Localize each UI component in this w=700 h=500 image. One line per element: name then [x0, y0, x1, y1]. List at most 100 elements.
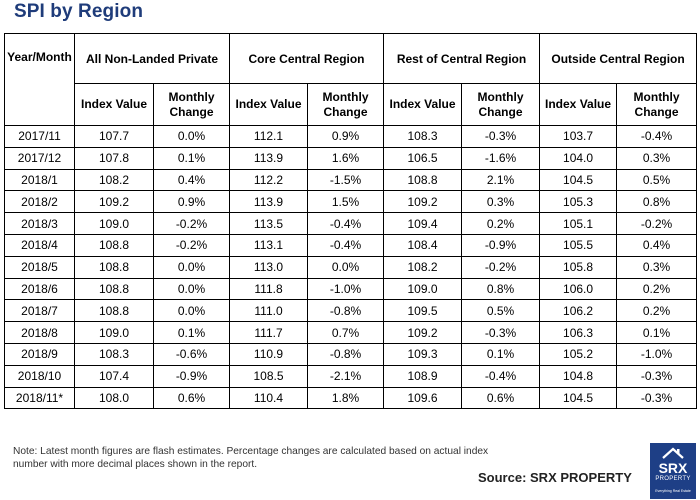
- month-cell: 2018/4: [4, 233, 75, 257]
- monthly-change-cell: -0.2%: [153, 233, 230, 257]
- monthly-change-cell: 0.0%: [153, 125, 230, 148]
- index-value-cell: 109.0: [74, 212, 154, 235]
- monthly-change-header: Monthly Change: [616, 83, 698, 126]
- monthly-change-cell: -0.3%: [461, 125, 541, 148]
- index-value-cell: 108.4: [383, 233, 463, 257]
- table-row: 2017/11 107.7 0.0% 112.1 0.9% 108.3 -0.3% 103.7…: [4, 125, 698, 148]
- monthly-change-cell: -0.9%: [153, 364, 230, 388]
- group-header: Outside Central Region: [539, 33, 698, 84]
- monthly-change-cell: 0.5%: [616, 168, 698, 192]
- index-value-cell: 107.8: [74, 146, 154, 170]
- index-value-cell: 107.4: [74, 364, 154, 388]
- monthly-change-cell: 0.0%: [153, 299, 230, 323]
- footnote: Note: Latest month figures are flash est…: [13, 446, 489, 470]
- index-value-cell: 108.8: [74, 299, 154, 323]
- monthly-change-cell: -2.1%: [306, 364, 385, 388]
- index-value-cell: 108.8: [383, 168, 463, 192]
- index-value-header: Index Value: [539, 83, 618, 126]
- logo-text: SRX: [658, 460, 688, 476]
- index-value-cell: 104.5: [539, 386, 618, 410]
- index-value-cell: 108.5: [229, 364, 308, 388]
- month-cell: 2017/11: [4, 125, 75, 148]
- monthly-change-cell: 0.0%: [306, 255, 385, 279]
- index-value-cell: 108.2: [74, 168, 154, 192]
- spi-table-body: 2017/11 107.7 0.0% 112.1 0.9% 108.3 -0.3% 103.7…: [4, 125, 698, 410]
- monthly-change-header: Monthly Change: [153, 83, 230, 126]
- monthly-change-cell: 1.5%: [306, 190, 385, 214]
- index-value-cell: 104.8: [539, 364, 618, 388]
- monthly-change-header: Monthly Change: [306, 83, 385, 126]
- index-value-cell: 107.7: [74, 125, 154, 148]
- monthly-change-cell: 0.4%: [153, 168, 230, 192]
- month-cell: 2018/10: [4, 364, 75, 388]
- index-value-cell: 108.3: [74, 342, 154, 366]
- index-value-cell: 106.0: [539, 277, 618, 301]
- monthly-change-cell: 0.1%: [461, 342, 541, 366]
- index-value-header: Index Value: [74, 83, 154, 126]
- spi-table: Year/Month All Non-Landed Private Core C…: [4, 33, 698, 410]
- sub-header-row: Index Value Monthly Change Index Value M…: [5, 83, 698, 126]
- table-row: 2017/12 107.8 0.1% 113.9 1.6% 106.5 -1.6% 104.0…: [4, 146, 698, 170]
- monthly-change-cell: -0.2%: [616, 212, 698, 235]
- index-value-cell: 108.3: [383, 125, 463, 148]
- monthly-change-cell: 0.8%: [616, 190, 698, 214]
- monthly-change-cell: -0.9%: [461, 233, 541, 257]
- monthly-change-cell: 0.2%: [616, 299, 698, 323]
- index-value-cell: 109.4: [383, 212, 463, 235]
- index-value-cell: 105.3: [539, 190, 618, 214]
- index-value-cell: 113.9: [229, 190, 308, 214]
- index-value-cell: 104.5: [539, 168, 618, 192]
- index-value-cell: 108.0: [74, 386, 154, 410]
- index-value-cell: 108.2: [383, 255, 463, 279]
- monthly-change-cell: -1.6%: [461, 146, 541, 170]
- month-cell: 2018/7: [4, 299, 75, 323]
- monthly-change-cell: -0.8%: [306, 342, 385, 366]
- monthly-change-cell: -1.0%: [616, 342, 698, 366]
- table-row: 2018/4 108.8 -0.2% 113.1 -0.4% 108.4 -0.9% 105.…: [4, 233, 698, 257]
- index-value-cell: 105.5: [539, 233, 618, 257]
- table-row: 2018/2 109.2 0.9% 113.9 1.5% 109.2 0.3% 105.3 0.…: [4, 190, 698, 214]
- monthly-change-cell: 0.4%: [616, 233, 698, 257]
- month-cell: 2018/6: [4, 277, 75, 301]
- index-value-cell: 108.9: [383, 364, 463, 388]
- monthly-change-cell: -0.2%: [153, 212, 230, 235]
- index-value-cell: 105.2: [539, 342, 618, 366]
- index-value-cell: 106.5: [383, 146, 463, 170]
- monthly-change-cell: 0.8%: [461, 277, 541, 301]
- index-value-cell: 109.6: [383, 386, 463, 410]
- table-row: 2018/10 107.4 -0.9% 108.5 -2.1% 108.9 -0.4% 104…: [4, 364, 698, 388]
- monthly-change-cell: 0.3%: [616, 255, 698, 279]
- month-cell: 2018/8: [4, 321, 75, 344]
- monthly-change-cell: 0.0%: [153, 277, 230, 301]
- month-cell: 2018/3: [4, 212, 75, 235]
- month-cell: 2018/9: [4, 342, 75, 366]
- monthly-change-cell: 0.6%: [153, 386, 230, 410]
- monthly-change-cell: 0.0%: [153, 255, 230, 279]
- monthly-change-cell: 1.6%: [306, 146, 385, 170]
- group-header: All Non-Landed Private: [74, 33, 230, 84]
- month-cell: 2018/5: [4, 255, 75, 279]
- table-row: 2018/5 108.8 0.0% 113.0 0.0% 108.2 -0.2% 105.8 0…: [4, 255, 698, 279]
- index-value-header: Index Value: [229, 83, 308, 126]
- monthly-change-cell: 0.1%: [153, 321, 230, 344]
- index-value-cell: 109.2: [383, 321, 463, 344]
- group-header: Rest of Central Region: [383, 33, 541, 84]
- index-value-cell: 108.8: [74, 255, 154, 279]
- monthly-change-cell: 0.1%: [616, 321, 698, 344]
- month-cell: 2018/1: [4, 168, 75, 192]
- index-value-cell: 109.2: [74, 190, 154, 214]
- monthly-change-header: Monthly Change: [461, 83, 541, 126]
- monthly-change-cell: 0.3%: [616, 146, 698, 170]
- monthly-change-cell: -1.0%: [306, 277, 385, 301]
- monthly-change-cell: 0.9%: [153, 190, 230, 214]
- table-row: 2018/8 109.0 0.1% 111.7 0.7% 109.2 -0.3% 106.3 0…: [4, 321, 698, 344]
- monthly-change-cell: 2.1%: [461, 168, 541, 192]
- monthly-change-cell: 0.2%: [461, 212, 541, 235]
- index-value-cell: 109.3: [383, 342, 463, 366]
- monthly-change-cell: -0.6%: [153, 342, 230, 366]
- monthly-change-cell: 0.3%: [461, 190, 541, 214]
- monthly-change-cell: -0.2%: [461, 255, 541, 279]
- monthly-change-cell: 0.2%: [616, 277, 698, 301]
- monthly-change-cell: -0.3%: [461, 321, 541, 344]
- table-row: 2018/3 109.0 -0.2% 113.5 -0.4% 109.4 0.2% 105.1…: [4, 212, 698, 235]
